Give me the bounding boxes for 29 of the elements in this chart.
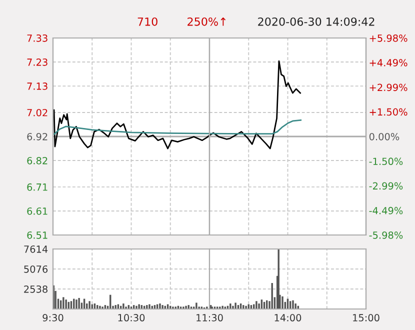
- y-tick-label: 7.02: [27, 108, 48, 116]
- text: 710: [138, 17, 158, 26]
- y-tick-label: 6.92: [27, 132, 48, 140]
- x-tick-label: 10:30: [118, 314, 145, 322]
- y-tick-label: 5076: [24, 265, 48, 273]
- text: 250%↑: [188, 17, 226, 26]
- y-tick-label: 7614: [24, 245, 48, 253]
- text: -2.99%: [369, 182, 403, 190]
- text: -1.50%: [369, 158, 403, 166]
- text: +5.98%: [370, 34, 408, 42]
- x-tick-label: 15:00: [353, 314, 380, 322]
- text: -5.98%: [369, 231, 403, 239]
- y-tick-label: 6.51: [27, 231, 48, 239]
- text: 2020-06-30 14:09:42: [258, 17, 374, 26]
- x-tick-label: 14:00: [274, 314, 302, 322]
- text: +1.50%: [370, 108, 408, 116]
- text: +4.49%: [370, 59, 408, 66]
- text: -4.49%: [369, 206, 403, 214]
- y-tick-label: 7.13: [27, 82, 48, 90]
- x-tick-label: 11:30: [196, 314, 223, 322]
- y-tick-label: 7.33: [27, 34, 48, 42]
- text: 0.00%: [369, 132, 400, 140]
- y-tick-label: 2538: [24, 285, 48, 293]
- y-tick-label: 6.71: [27, 183, 48, 191]
- y-tick-label: 7.23: [27, 58, 48, 66]
- x-tick-label: 9:30: [42, 314, 64, 322]
- y-tick-label: 6.82: [27, 157, 48, 164]
- y-tick-label: 6.61: [27, 207, 48, 215]
- text: +2.99%: [370, 84, 408, 92]
